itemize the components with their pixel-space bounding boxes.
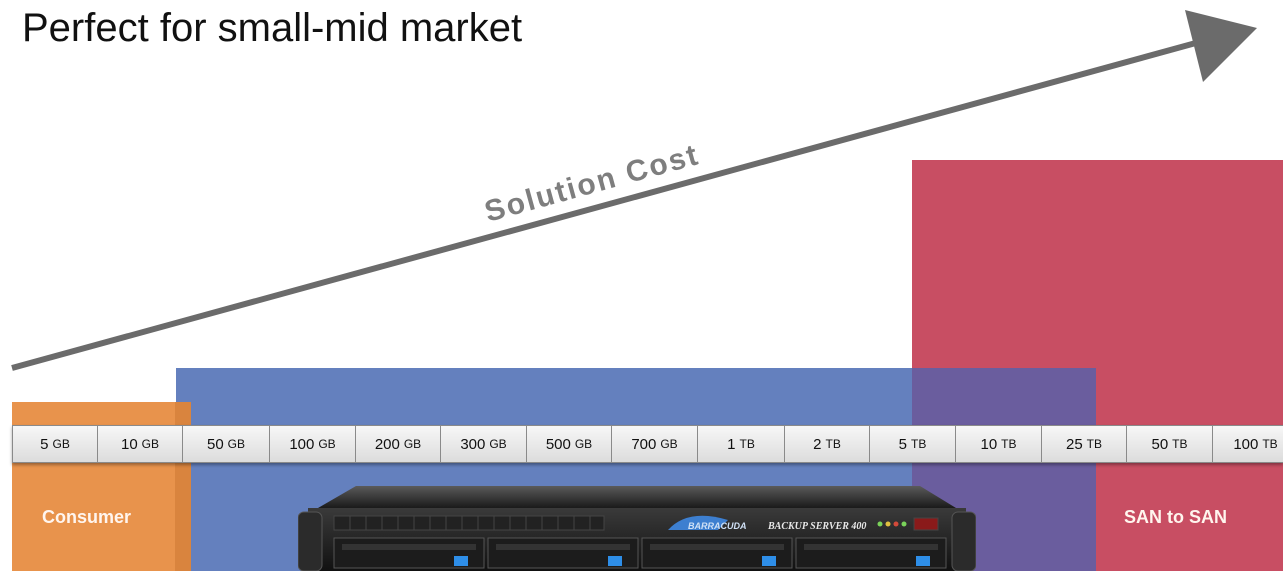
scale-value: 200 bbox=[374, 435, 400, 453]
scale-unit: TB bbox=[1172, 437, 1188, 451]
scale-unit: GB bbox=[318, 437, 336, 451]
scale-unit: TB bbox=[1262, 437, 1278, 451]
scale-cell: 500 GB bbox=[527, 426, 612, 462]
server-drive-bays bbox=[333, 537, 947, 569]
scale-cell: 5 GB bbox=[12, 426, 98, 462]
scale-unit: GB bbox=[403, 437, 422, 451]
server-status-leds bbox=[877, 517, 939, 531]
scale-unit: GB bbox=[489, 437, 507, 451]
scale-cell: 50 TB bbox=[1127, 426, 1213, 462]
scale-value: 300 bbox=[460, 435, 486, 453]
scale-unit: TB bbox=[739, 437, 755, 451]
scale-cell: 10 GB bbox=[98, 426, 183, 462]
scale-cell: 25 TB bbox=[1042, 426, 1127, 462]
scale-unit: GB bbox=[141, 437, 160, 451]
arrow-label: Solution Cost bbox=[481, 138, 703, 228]
scale-unit: GB bbox=[227, 437, 246, 451]
server-right-ear bbox=[951, 511, 976, 571]
scale-unit: GB bbox=[660, 437, 678, 451]
server-left-ear bbox=[298, 511, 323, 571]
scale-value: 100 bbox=[1233, 435, 1259, 453]
scale-value: 10 bbox=[120, 435, 138, 453]
scale-cell: 700 GB bbox=[612, 426, 698, 462]
scale-value: 5 bbox=[40, 435, 49, 453]
scale-unit: TB bbox=[825, 437, 841, 451]
scale-cell: 300 GB bbox=[441, 426, 527, 462]
scale-cell: 1 TB bbox=[698, 426, 785, 462]
arrow-head bbox=[1185, 10, 1257, 82]
scale-cell: 200 GB bbox=[356, 426, 441, 462]
san-to-san-label: SAN to SAN bbox=[1124, 507, 1227, 527]
scale-value: 700 bbox=[631, 435, 657, 453]
scale-value: 50 bbox=[1151, 435, 1169, 453]
scale-cell: 50 GB bbox=[183, 426, 270, 462]
svg-text:BARRACUDA: BARRACUDA bbox=[688, 521, 747, 531]
scale-value: 5 bbox=[898, 435, 907, 453]
server-model-label: BACKUP SERVER 400 bbox=[767, 521, 866, 532]
scale-unit: GB bbox=[574, 437, 593, 451]
consumer-label: Consumer bbox=[42, 507, 132, 527]
scale-value: 1 bbox=[727, 435, 736, 453]
scale-cell: 2 TB bbox=[785, 426, 870, 462]
scale-cell: 5 TB bbox=[870, 426, 956, 462]
scale-value: 50 bbox=[206, 435, 224, 453]
scale-value: 100 bbox=[289, 435, 315, 453]
scale-unit: TB bbox=[1086, 437, 1103, 451]
server-top bbox=[318, 486, 956, 508]
scale-cell: 100 TB bbox=[1213, 426, 1283, 462]
capacity-scale: 5 GB 10 GB 50 GB 100 GB 200 GB 300 GB 500 GB 700 GB 1 TB 2… bbox=[12, 425, 1283, 463]
scale-unit: TB bbox=[1001, 437, 1017, 451]
scale-value: 500 bbox=[545, 435, 571, 453]
scale-cell: 100 GB bbox=[270, 426, 356, 462]
scale-value: 10 bbox=[980, 435, 998, 453]
arrow-shaft bbox=[11, 35, 1215, 371]
server-logo: BARRACUDA bbox=[668, 515, 747, 531]
page-title: Perfect for small-mid market bbox=[22, 6, 523, 50]
scale-unit: GB bbox=[52, 437, 70, 451]
scale-cell: 10 TB bbox=[956, 426, 1042, 462]
scale-value: 25 bbox=[1065, 435, 1083, 453]
server-appliance-icon: BARRACUDA BACKUP SERVER 400 bbox=[298, 486, 976, 571]
server-vent-row bbox=[333, 515, 605, 531]
scale-value: 2 bbox=[813, 435, 822, 453]
scale-unit: TB bbox=[911, 437, 927, 451]
